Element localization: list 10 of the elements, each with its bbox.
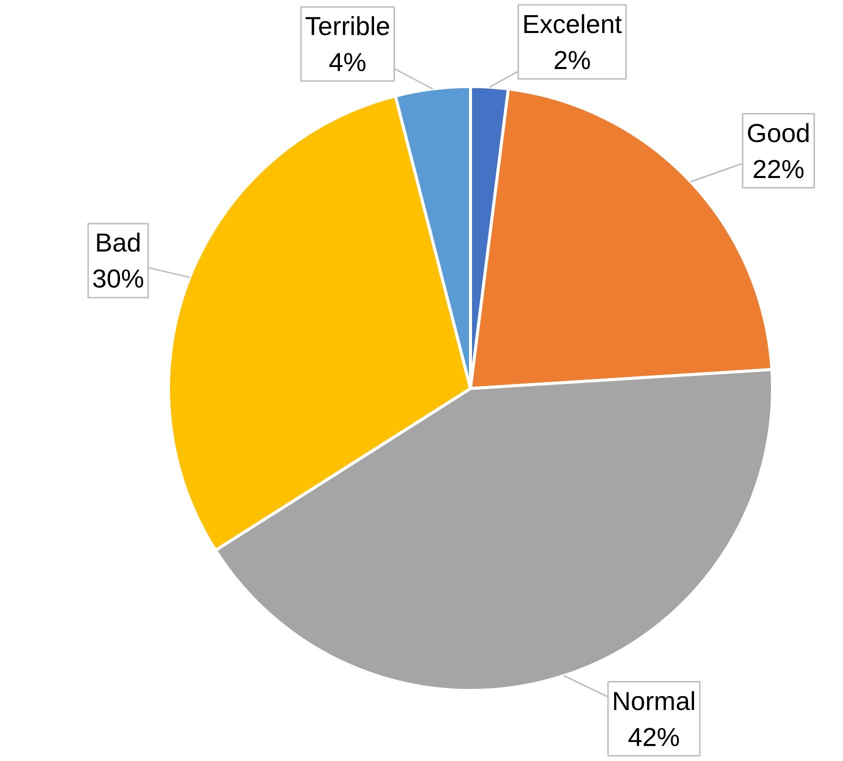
slice-label: Excelent: [522, 8, 623, 39]
slice-label: Terrible: [304, 10, 390, 41]
slice-label: Normal: [612, 686, 696, 716]
slice-label: Good: [746, 118, 810, 148]
data-label: 2%: [553, 44, 591, 75]
data-label: 42%: [628, 722, 680, 752]
data-label: 4%: [328, 46, 366, 77]
data-label: 22%: [752, 154, 804, 184]
slice-label: Bad: [95, 228, 142, 258]
data-label: 30%: [92, 264, 144, 294]
